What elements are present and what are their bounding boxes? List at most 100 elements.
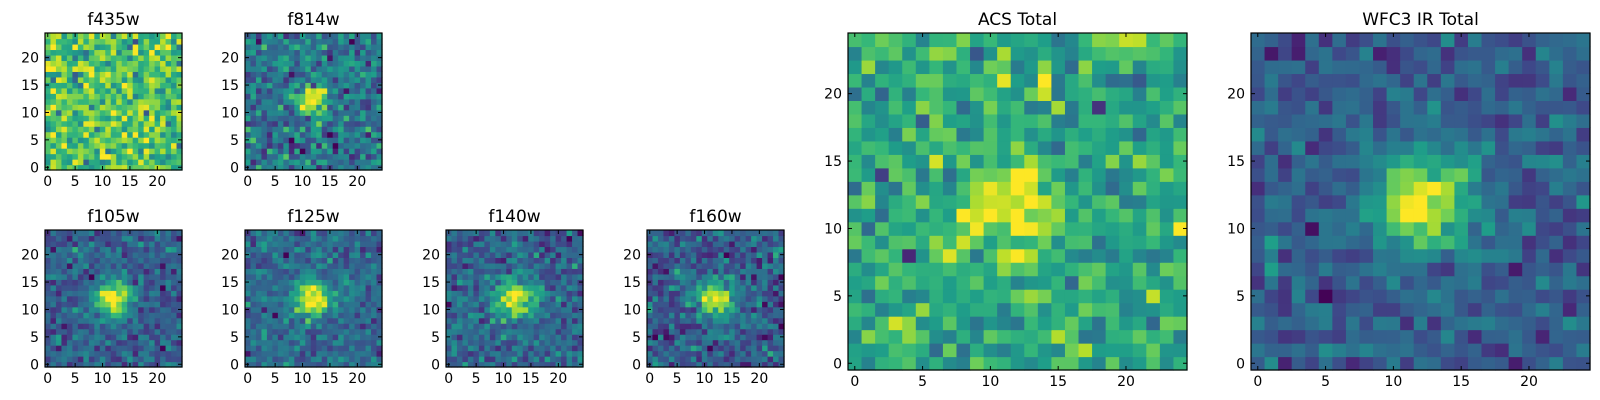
heatmap-cell — [66, 115, 73, 122]
heatmap-cell — [94, 339, 101, 346]
heatmap-cell — [668, 323, 675, 330]
heatmap-cell — [354, 246, 361, 253]
heatmap-cell — [696, 251, 703, 258]
heatmap-cell — [143, 257, 150, 264]
heatmap-cell — [451, 339, 458, 346]
heatmap-cell — [456, 268, 464, 275]
heatmap-cell — [45, 93, 52, 100]
heatmap-cell — [1051, 275, 1066, 290]
heatmap-cell — [956, 208, 971, 223]
heatmap-cell — [105, 323, 112, 330]
heatmap-cell — [1264, 302, 1279, 317]
heatmap-cell — [1092, 356, 1107, 371]
heatmap-cell — [94, 328, 101, 335]
heatmap-cell — [762, 345, 769, 352]
heatmap-cell — [50, 306, 57, 313]
heatmap-cell — [360, 273, 367, 280]
heatmap-cell — [55, 115, 63, 122]
heatmap-cell — [105, 153, 112, 160]
heatmap-cell — [294, 159, 301, 166]
heatmap-cell — [1132, 73, 1147, 88]
heatmap-cell — [729, 312, 736, 319]
heatmap-cell — [255, 246, 263, 253]
heatmap-cell — [171, 104, 178, 111]
heatmap-cell — [915, 73, 930, 88]
heatmap-cell — [707, 350, 714, 357]
heatmap-cell — [942, 356, 958, 371]
heatmap-cell — [245, 312, 252, 319]
heatmap-cell — [751, 301, 758, 308]
heatmap-cell — [1173, 221, 1188, 236]
heatmap-cell — [154, 104, 161, 111]
heatmap-cell — [997, 221, 1012, 236]
heatmap-cell — [773, 356, 780, 363]
heatmap-cell — [740, 279, 747, 286]
heatmap-cell — [255, 312, 263, 319]
heatmap-cell — [99, 356, 106, 363]
heatmap-cell — [668, 251, 675, 258]
heatmap-cell — [555, 356, 562, 363]
heatmap-cell — [143, 115, 150, 122]
heatmap-cell — [983, 208, 998, 223]
heatmap-cell — [176, 356, 183, 363]
heatmap-cell — [997, 356, 1012, 371]
heatmap-cell — [371, 109, 378, 116]
heatmap-cell — [88, 76, 95, 83]
heatmap-cell — [773, 290, 780, 297]
heatmap-cell — [707, 230, 714, 237]
heatmap-cell — [50, 148, 57, 155]
heatmap-cell — [1400, 181, 1415, 196]
heatmap-cell — [121, 240, 128, 248]
heatmap-cell — [127, 323, 134, 330]
heatmap-cell — [154, 131, 161, 138]
heatmap-cell — [652, 317, 659, 324]
heatmap-cell — [701, 317, 708, 324]
heatmap-cell — [338, 137, 345, 144]
heatmap-cell — [310, 93, 317, 100]
heatmap-cell — [288, 98, 295, 105]
heatmap-cell — [1345, 181, 1361, 196]
heatmap-cell — [245, 268, 252, 275]
heatmap-cell — [343, 104, 350, 111]
heatmap-cell — [462, 306, 469, 313]
heatmap-cell — [365, 38, 372, 45]
heatmap-cell — [861, 59, 876, 75]
heatmap-cell — [1105, 154, 1120, 169]
heatmap-cell — [354, 328, 361, 335]
heatmap-cell — [66, 98, 73, 105]
heatmap-cell — [88, 279, 95, 286]
heatmap-cell — [310, 148, 317, 155]
heatmap-cell — [127, 131, 134, 138]
heatmap-cell — [288, 230, 295, 237]
heatmap-cell — [127, 60, 134, 67]
heatmap-cell — [176, 350, 183, 357]
heatmap-cell — [99, 251, 106, 258]
heatmap-cell — [149, 60, 156, 67]
heatmap-cell — [1454, 181, 1469, 196]
heatmap-cell — [105, 104, 112, 111]
heatmap-cell — [154, 262, 161, 269]
heatmap-cell — [1386, 154, 1401, 169]
y-tick-label: 15 — [21, 78, 39, 94]
heatmap-cell — [245, 295, 252, 302]
heatmap-cell — [132, 87, 139, 94]
heatmap-cell — [288, 109, 295, 116]
heatmap-cell — [663, 246, 670, 253]
heatmap-cell — [1278, 289, 1293, 304]
heatmap-cell — [83, 339, 90, 346]
heatmap-cell — [61, 350, 68, 357]
heatmap-cell — [1119, 329, 1134, 344]
heatmap-cell — [1105, 194, 1120, 209]
heatmap-cell — [127, 109, 134, 116]
heatmap-cell — [255, 65, 263, 72]
heatmap-cell — [360, 361, 367, 368]
heatmap-cell — [310, 87, 317, 94]
heatmap-cell — [154, 137, 161, 144]
heatmap-cell — [149, 93, 156, 100]
heatmap-cell — [473, 268, 480, 275]
heatmap-cell — [110, 87, 117, 94]
heatmap-cell — [154, 65, 161, 72]
heatmap-cell — [160, 328, 167, 335]
heatmap-cell — [446, 339, 453, 346]
heatmap-cell — [321, 137, 328, 144]
